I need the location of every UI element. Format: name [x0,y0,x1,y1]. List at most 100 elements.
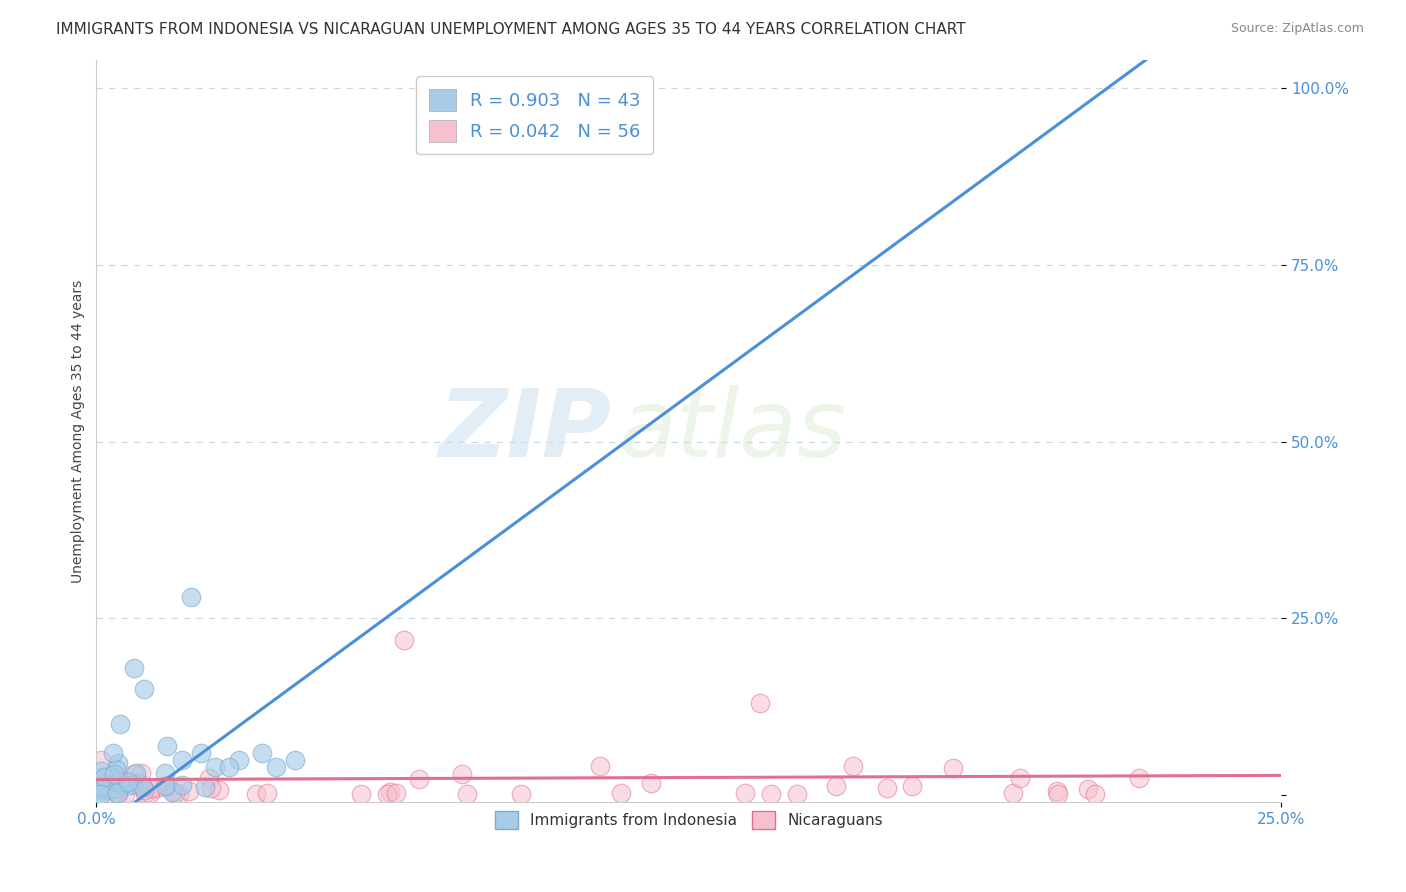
Point [103,767,125,781]
Point [375,787,398,801]
Point [90,780,112,794]
Point [1010,771,1032,785]
Point [98,781,121,796]
Point [510,787,533,801]
Point [610,786,633,800]
Point [125,766,148,780]
Point [132,682,155,697]
Legend: Immigrants from Indonesia, Nicaraguans: Immigrants from Indonesia, Nicaraguans [488,805,889,836]
Point [105,762,128,776]
Point [108,775,131,789]
Point [640,776,662,790]
Point [128,776,150,790]
Point [107,787,129,801]
Point [117,775,139,789]
Point [108,717,131,731]
Point [105,771,128,785]
Point [101,780,124,794]
Point [122,767,145,781]
Point [759,787,782,801]
Point [100,782,122,797]
Point [1002,786,1025,800]
Text: ZIP: ZIP [439,385,612,477]
Point [1046,787,1069,801]
Text: IMMIGRANTS FROM INDONESIA VS NICARAGUAN UNEMPLOYMENT AMONG AGES 35 TO 44 YEARS C: IMMIGRANTS FROM INDONESIA VS NICARAGUAN … [56,22,966,37]
Point [901,779,924,793]
Point [228,753,250,767]
Point [170,753,193,767]
Point [162,785,184,799]
Point [250,746,273,760]
Point [107,756,129,770]
Point [942,761,965,775]
Point [200,781,222,796]
Point [841,759,863,773]
Point [122,661,145,675]
Point [204,760,226,774]
Point [153,779,176,793]
Y-axis label: Unemployment Among Ages 35 to 44 years: Unemployment Among Ages 35 to 44 years [72,279,86,582]
Point [153,765,176,780]
Point [456,787,478,801]
Point [91,779,114,793]
Point [284,753,307,767]
Text: Source: ZipAtlas.com: Source: ZipAtlas.com [1230,22,1364,36]
Point [197,771,219,785]
Point [105,782,128,797]
Point [93,771,115,785]
Point [165,786,187,800]
Point [824,779,846,793]
Point [156,739,179,753]
Point [129,766,152,780]
Point [167,787,190,801]
Point [103,747,125,761]
Point [90,764,112,779]
Point [139,786,162,800]
Point [194,780,217,794]
Point [131,780,153,795]
Point [1046,784,1069,798]
Point [122,777,145,791]
Point [384,786,406,800]
Point [734,785,756,799]
Point [107,787,129,801]
Point [876,781,898,796]
Point [90,781,112,796]
Point [108,771,131,785]
Point [146,780,169,795]
Point [177,784,200,798]
Point [105,778,128,792]
Point [90,772,112,787]
Point [245,787,267,801]
Point [114,787,136,801]
Point [141,780,163,795]
Point [450,767,472,781]
Point [1084,787,1107,801]
Point [90,753,112,767]
Point [94,777,117,791]
Text: atlas: atlas [617,385,846,476]
Point [156,778,179,792]
Point [170,778,193,792]
Point [94,773,117,788]
Point [134,786,156,800]
Point [1077,782,1099,797]
Point [588,759,610,773]
Point [190,746,212,760]
Point [218,760,240,774]
Point [256,786,278,800]
Point [408,772,430,787]
Point [208,783,231,797]
Point [378,785,401,799]
Point [349,787,371,801]
Point [118,778,141,792]
Point [132,783,155,797]
Point [266,760,288,774]
Point [111,779,134,793]
Point [90,784,112,798]
Point [748,696,770,710]
Point [786,787,808,801]
Point [98,769,121,783]
Point [90,781,112,796]
Point [180,590,202,604]
